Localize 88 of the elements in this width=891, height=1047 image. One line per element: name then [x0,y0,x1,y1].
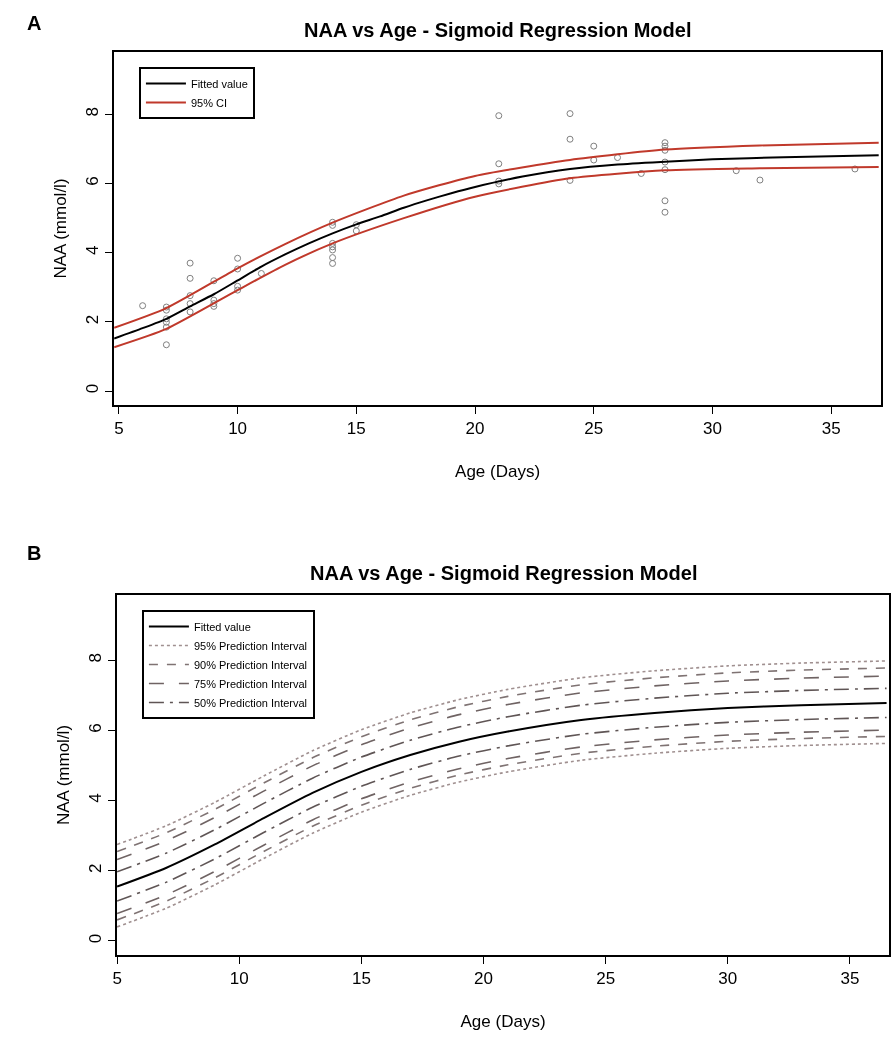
point [186,274,194,282]
point [661,142,669,150]
x-tick-label: 15 [351,969,371,989]
y-tick-label: 8 [86,652,106,663]
legend-label: Fitted value [190,77,248,90]
point [234,254,242,262]
point [495,180,503,188]
legend-label: Fitted value [193,620,251,633]
x-axis-title: Age (Days) [455,462,541,482]
x-tick-label: 35 [821,419,841,439]
point [566,110,574,118]
point [329,246,337,254]
point [234,286,242,294]
point [661,158,669,166]
y-tick-label: 4 [83,245,103,255]
chart-title: NAA vs Age - Sigmoid Regression Model [310,562,698,584]
point [590,142,598,150]
point [234,282,242,290]
x-tick-label: 10 [228,419,248,439]
point [614,154,622,162]
point [162,306,170,314]
x-tick-label: 15 [346,419,366,439]
point [566,135,574,143]
point [186,259,194,267]
point [162,315,170,323]
y-axis-title: NAA (mmol/l) [51,178,71,279]
x-tick-label: 10 [229,969,249,989]
point [329,254,337,262]
point [162,341,170,349]
point [661,197,669,205]
y-tick-label: 4 [86,793,106,803]
chart-title: NAA vs Age - Sigmoid Regression Model [304,19,692,41]
text: B [27,542,42,564]
legend-label: 50% Prediction Interval [193,696,308,709]
point [566,176,574,184]
point [210,296,218,304]
legend-label: 95% Prediction Interval [193,639,308,652]
point [495,160,503,168]
x-tick-label: 20 [474,969,493,989]
y-tick-label: 8 [83,107,103,117]
y-tick-label: 0 [86,933,106,944]
point [234,265,242,273]
x-tick-label: 5 [112,969,122,989]
point [495,177,503,185]
point [851,165,859,173]
point [756,176,764,184]
point [186,292,194,300]
point [661,208,669,216]
point [139,302,147,310]
point [352,221,360,229]
point [352,227,360,235]
x-tick-label: 5 [114,419,124,439]
point [637,169,645,177]
x-tick-label: 25 [596,969,616,989]
y-tick-label: 0 [83,383,103,394]
legend-label: 75% Prediction Interval [193,677,308,690]
point [162,323,170,331]
x-tick-label: 30 [703,419,722,439]
point [162,318,170,326]
point [257,269,265,277]
x-tick-label: 20 [465,419,485,439]
y-tick-label: 6 [86,723,106,733]
point [590,156,598,164]
y-tick-label: 2 [83,314,103,325]
point [210,277,218,285]
x-tick-label: 25 [584,419,604,439]
legend-label: 95% CI [190,96,228,109]
point [329,221,337,229]
x-tick-label: 30 [718,969,738,989]
point [661,166,669,174]
point [661,146,669,154]
point [495,112,503,120]
point [329,259,337,267]
point [329,243,337,251]
point [661,139,669,147]
y-tick-label: 6 [83,176,103,186]
point [186,308,194,316]
x-tick-label: 35 [840,969,860,989]
x-axis-title: Age (Days) [460,1012,546,1032]
point [732,167,740,175]
y-axis-title: NAA (mmol/l) [54,724,74,826]
y-tick-label: 2 [86,863,106,873]
point [329,239,337,247]
point [186,300,194,308]
text: A [27,12,42,34]
legend-label: 90% Prediction Interval [193,658,308,671]
point [162,303,170,311]
point [329,218,337,226]
